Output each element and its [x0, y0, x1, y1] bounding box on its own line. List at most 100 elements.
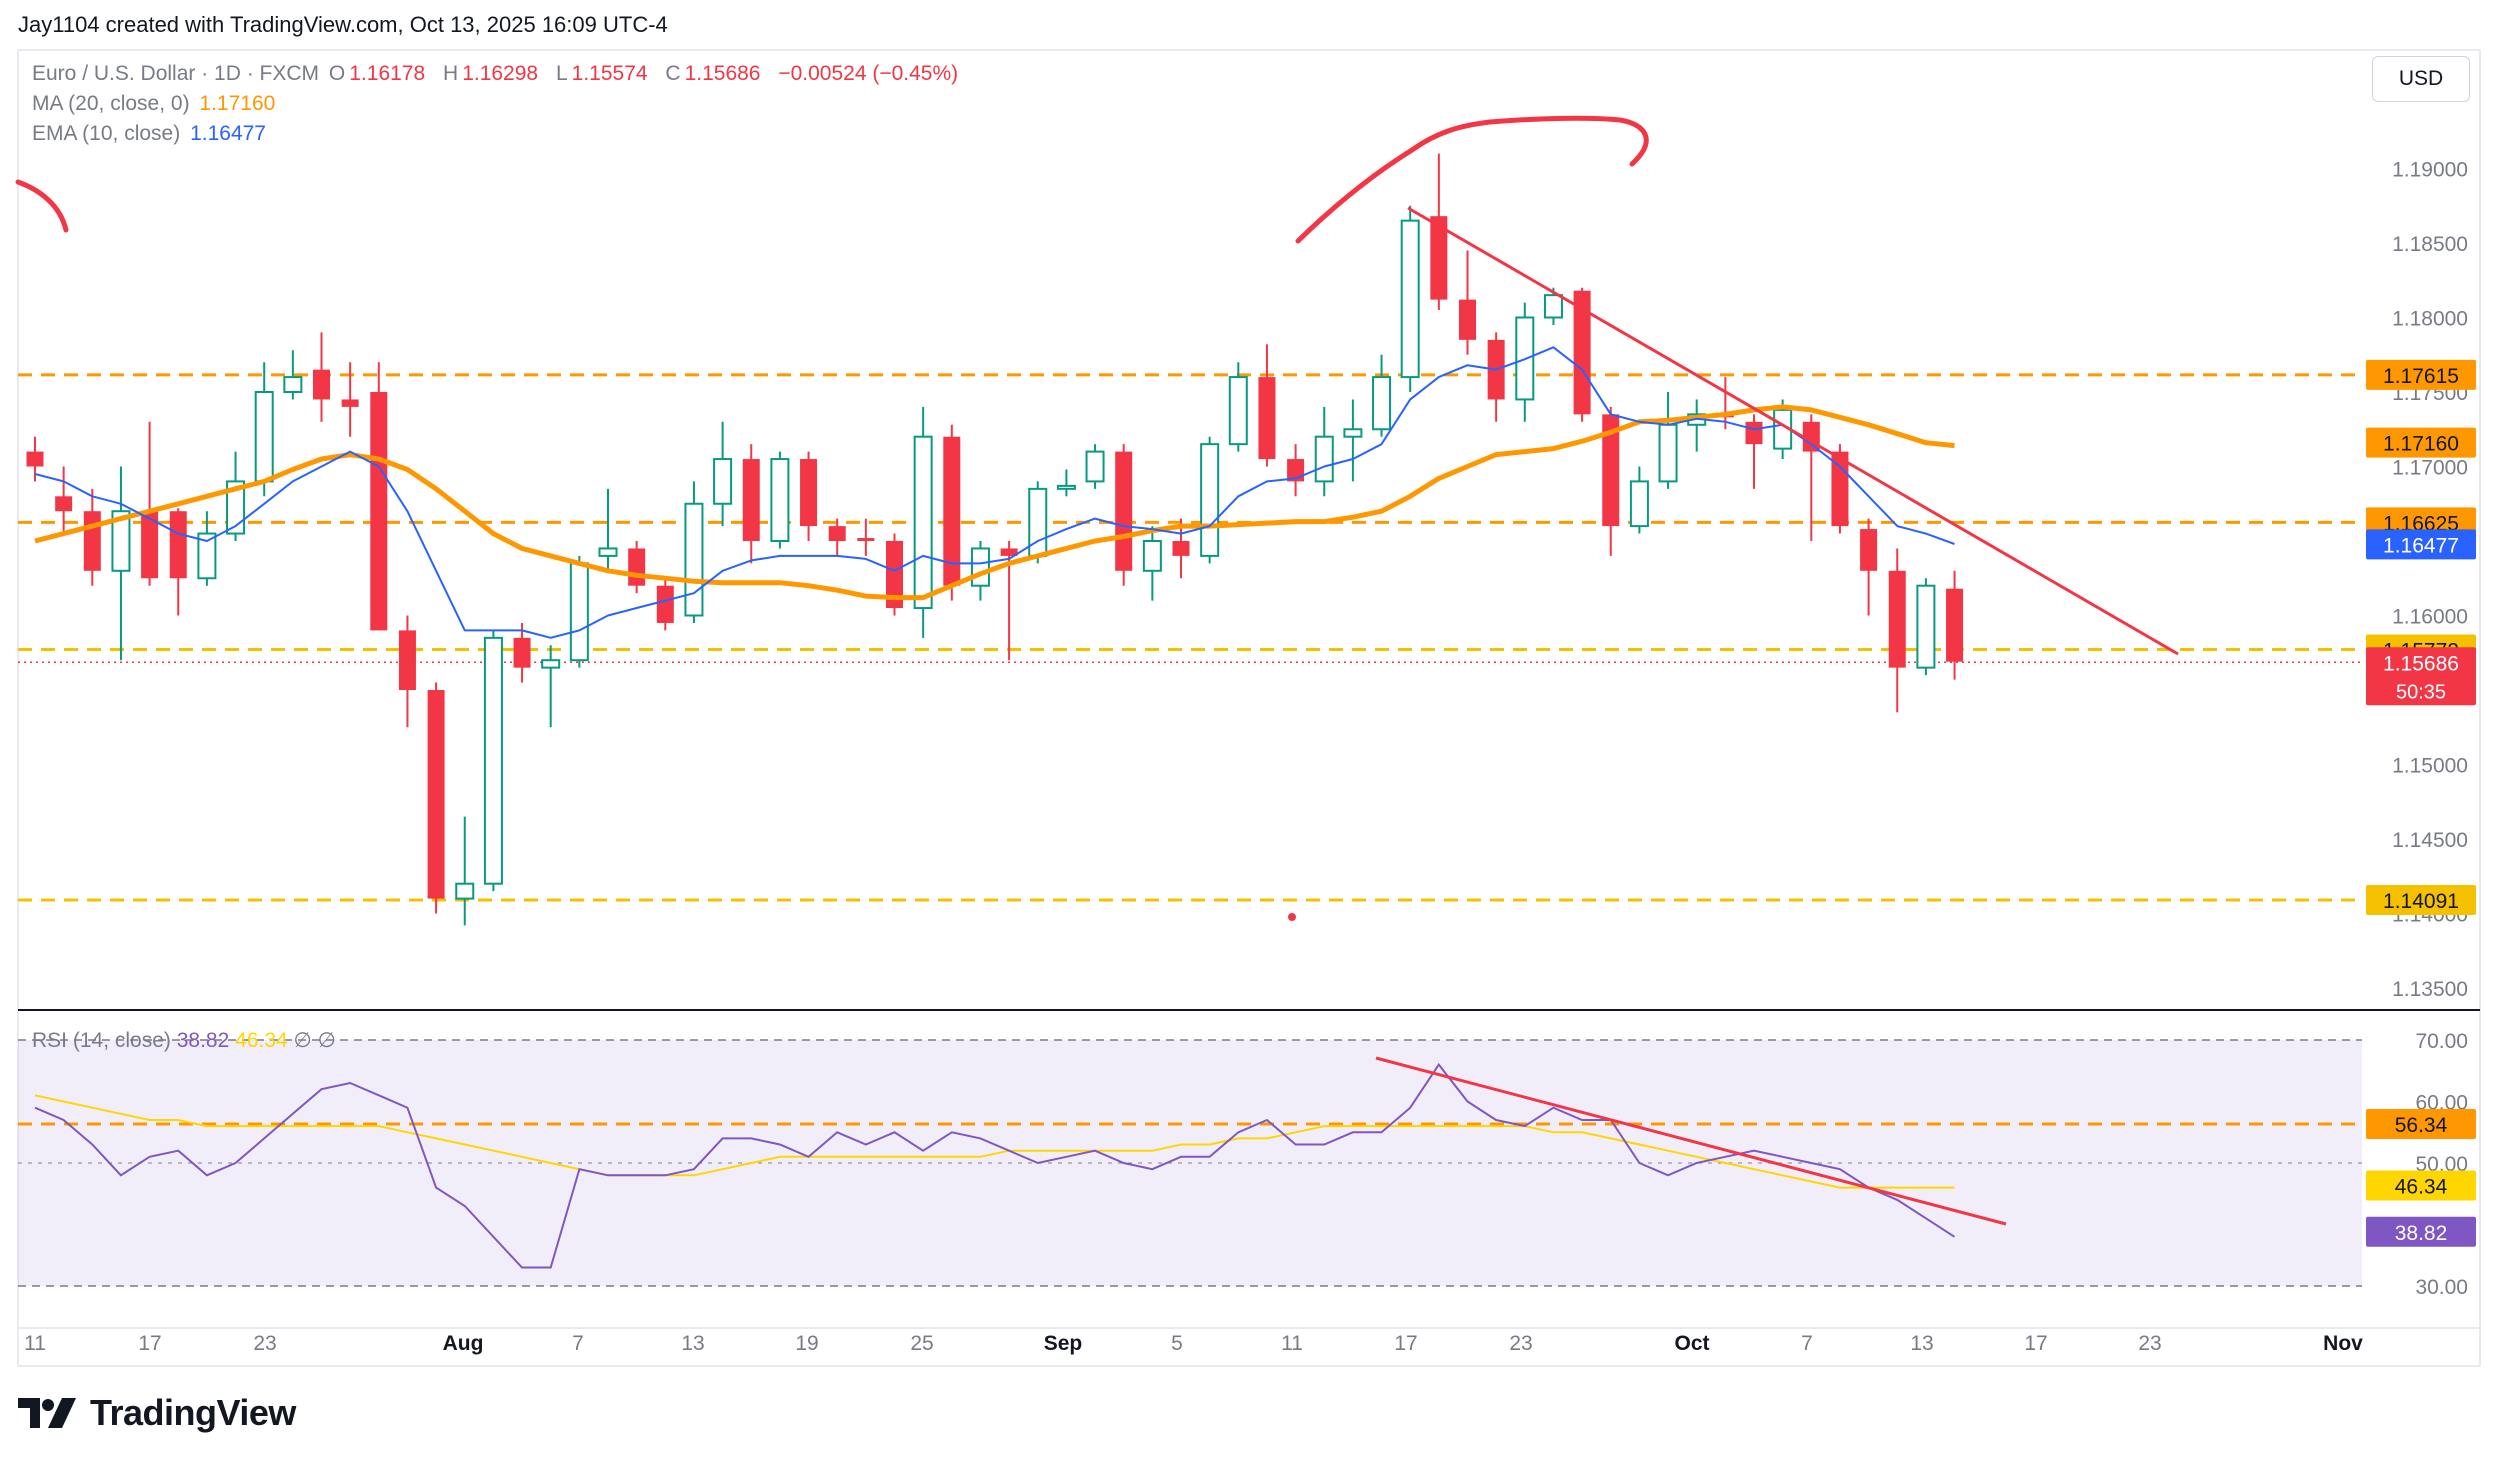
candle-body-up — [684, 502, 704, 617]
rsi-extra: ∅ ∅ — [293, 1029, 336, 1052]
arc-top — [1295, 115, 1649, 244]
candle-body-up — [1629, 480, 1649, 528]
time-tick-label: 23 — [253, 1332, 276, 1355]
candle-body-up — [1142, 540, 1162, 572]
candle-body-up — [1314, 435, 1334, 483]
candle-body-up — [970, 547, 990, 587]
price-tick-label: 1.15000 — [2392, 755, 2468, 778]
candle-body-up — [770, 458, 790, 542]
trendline-price — [1407, 206, 2179, 656]
candle-body-down — [169, 511, 187, 579]
ema-value: 1.16477 — [190, 122, 266, 145]
candle-body-down — [427, 690, 445, 899]
time-tick-label: 25 — [910, 1332, 933, 1355]
candle-body-down — [1888, 570, 1906, 668]
time-tick-label: 13 — [1910, 1332, 1933, 1355]
candle-body-down — [1000, 548, 1018, 556]
candle-body-up — [1343, 428, 1363, 438]
candle-body-down — [1430, 216, 1448, 300]
time-tick-label: 17 — [138, 1332, 161, 1355]
change-value: −0.00524 (−0.45%) — [778, 62, 959, 85]
arc-left — [15, 179, 69, 233]
symbol-name[interactable]: Euro / U.S. Dollar · 1D · FXCM — [32, 62, 320, 85]
candle-body-up — [483, 636, 503, 885]
ma-legend[interactable]: MA (20, close, 0) 1.17160 — [32, 92, 279, 116]
low-value: 1.15574 — [571, 62, 648, 85]
candle-body-up — [598, 547, 618, 557]
currency-button[interactable]: USD — [2372, 56, 2470, 102]
close-value: 1.15686 — [684, 62, 761, 85]
candle-body-down — [398, 630, 416, 690]
candle-body-down — [1860, 529, 1878, 571]
time-tick-label: Sep — [1044, 1332, 1083, 1355]
time-tick-label: Aug — [443, 1332, 484, 1355]
candle-body-down — [26, 451, 44, 467]
price-tick-label: 1.16000 — [2392, 606, 2468, 629]
time-tick-label: 23 — [2138, 1332, 2161, 1355]
ma-price-tag-bg — [2366, 427, 2476, 458]
last-price-tag-bg — [2366, 647, 2476, 706]
ma-label: MA (20, close, 0) — [32, 92, 190, 115]
rsi-tick-label: 30.00 — [2415, 1276, 2468, 1299]
candle-body-down — [83, 511, 101, 571]
candle-body-up — [1056, 484, 1076, 490]
rsi-ma-tag-bg — [2366, 1170, 2476, 1201]
candle-body-down — [628, 548, 646, 586]
candle-body-down — [1573, 290, 1591, 415]
time-tick-label: 11 — [1281, 1332, 1303, 1355]
candle-body-down — [55, 496, 73, 512]
price-tick-label: 1.19000 — [2392, 159, 2468, 182]
candle-body-down — [1172, 541, 1190, 556]
level-price-tag-bg — [2366, 359, 2476, 390]
candle-body-up — [254, 391, 274, 483]
candle-body-up — [1085, 450, 1105, 483]
chart-frame — [17, 49, 2481, 1367]
ma-value: 1.17160 — [199, 92, 276, 115]
time-tick-label: 23 — [1509, 1332, 1532, 1355]
time-tick-label: 7 — [572, 1332, 584, 1355]
rsi-value-tag-bg — [2366, 1216, 2476, 1247]
candle-body-up — [111, 510, 131, 572]
candle-body-down — [828, 526, 846, 541]
candle-body-up — [569, 562, 589, 662]
tradingview-logo-icon — [18, 1398, 76, 1428]
candle-body-up — [1658, 423, 1678, 483]
close-label: C — [665, 62, 681, 85]
dot — [1288, 913, 1296, 921]
candle-body-up — [197, 532, 217, 580]
candle-body-down — [1115, 451, 1133, 571]
time-tick-label: Oct — [1674, 1332, 1709, 1355]
ema-label: EMA (10, close) — [32, 122, 181, 145]
candle-body-down — [656, 585, 674, 623]
ema10-line — [34, 346, 1955, 639]
trendline-rsi — [1375, 1056, 2007, 1226]
symbol-legend: Euro / U.S. Dollar · 1D · FXCM O 1.16178 … — [32, 62, 962, 86]
rsi-level-tag-bg — [2366, 1109, 2476, 1140]
candle-body-up — [913, 435, 933, 610]
ma-price-tag: 1.17160 — [2383, 433, 2459, 456]
candle-body-down — [1258, 377, 1276, 460]
ema-legend[interactable]: EMA (10, close) 1.16477 — [32, 122, 270, 146]
candle-body-down — [1745, 421, 1763, 445]
level-price-tag-bg — [2366, 884, 2476, 915]
attribution-text: Jay1104 created with TradingView.com, Oc… — [18, 12, 668, 37]
candle-body-up — [541, 659, 561, 669]
candle-body-down — [313, 369, 330, 400]
price-tick-label: 1.18000 — [2392, 308, 2468, 331]
level-price-tag: 1.17615 — [2383, 365, 2459, 388]
candle-body-down — [370, 392, 388, 631]
ema-price-tag-bg — [2366, 529, 2476, 560]
candle-body-down — [742, 459, 760, 541]
open-label: O — [328, 62, 346, 85]
candle-body-down — [1459, 299, 1476, 340]
candle-body-up — [713, 458, 733, 505]
rsi-ma-line — [34, 1094, 1955, 1189]
candle-body-down — [857, 538, 875, 541]
candle-body-down — [886, 541, 903, 609]
candle-body-down — [341, 399, 359, 407]
rsi-tick-label: 50.00 — [2415, 1153, 2468, 1176]
rsi-legend[interactable]: RSI (14, close) 38.82 46.34 ∅ ∅ — [32, 1028, 336, 1053]
rsi-ma-tag: 46.34 — [2395, 1176, 2448, 1199]
tradingview-logo[interactable]: TradingView — [18, 1392, 296, 1434]
time-tick-label: 13 — [681, 1332, 704, 1355]
